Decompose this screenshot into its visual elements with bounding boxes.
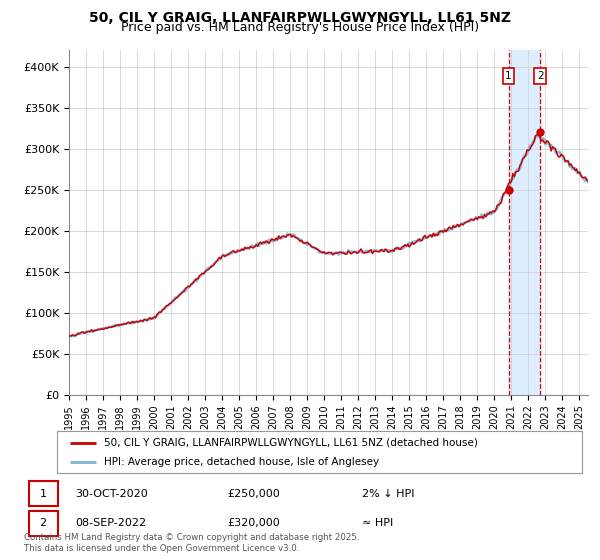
Bar	[29, 481, 58, 506]
Text: 2% ↓ HPI: 2% ↓ HPI	[362, 489, 415, 498]
Text: £320,000: £320,000	[227, 519, 280, 528]
Text: 08-SEP-2022: 08-SEP-2022	[75, 519, 146, 528]
Text: 2: 2	[537, 71, 544, 81]
Bar	[509, 50, 540, 395]
Text: 50, CIL Y GRAIG, LLANFAIRPWLLGWYNGYLL, LL61 5NZ: 50, CIL Y GRAIG, LLANFAIRPWLLGWYNGYLL, L…	[89, 11, 511, 25]
Text: Contains HM Land Registry data © Crown copyright and database right 2025.
This d: Contains HM Land Registry data © Crown c…	[24, 533, 359, 553]
Text: 50, CIL Y GRAIG, LLANFAIRPWLLGWYNGYLL, LL61 5NZ (detached house): 50, CIL Y GRAIG, LLANFAIRPWLLGWYNGYLL, L…	[104, 437, 478, 447]
Text: 30-OCT-2020: 30-OCT-2020	[75, 489, 148, 498]
Text: Price paid vs. HM Land Registry's House Price Index (HPI): Price paid vs. HM Land Registry's House …	[121, 21, 479, 34]
Text: 2: 2	[40, 519, 47, 528]
Text: 1: 1	[40, 489, 47, 498]
Text: 1: 1	[505, 71, 512, 81]
Text: HPI: Average price, detached house, Isle of Anglesey: HPI: Average price, detached house, Isle…	[104, 457, 379, 467]
Text: £250,000: £250,000	[227, 489, 280, 498]
Bar	[29, 511, 58, 536]
Text: ≈ HPI: ≈ HPI	[362, 519, 394, 528]
